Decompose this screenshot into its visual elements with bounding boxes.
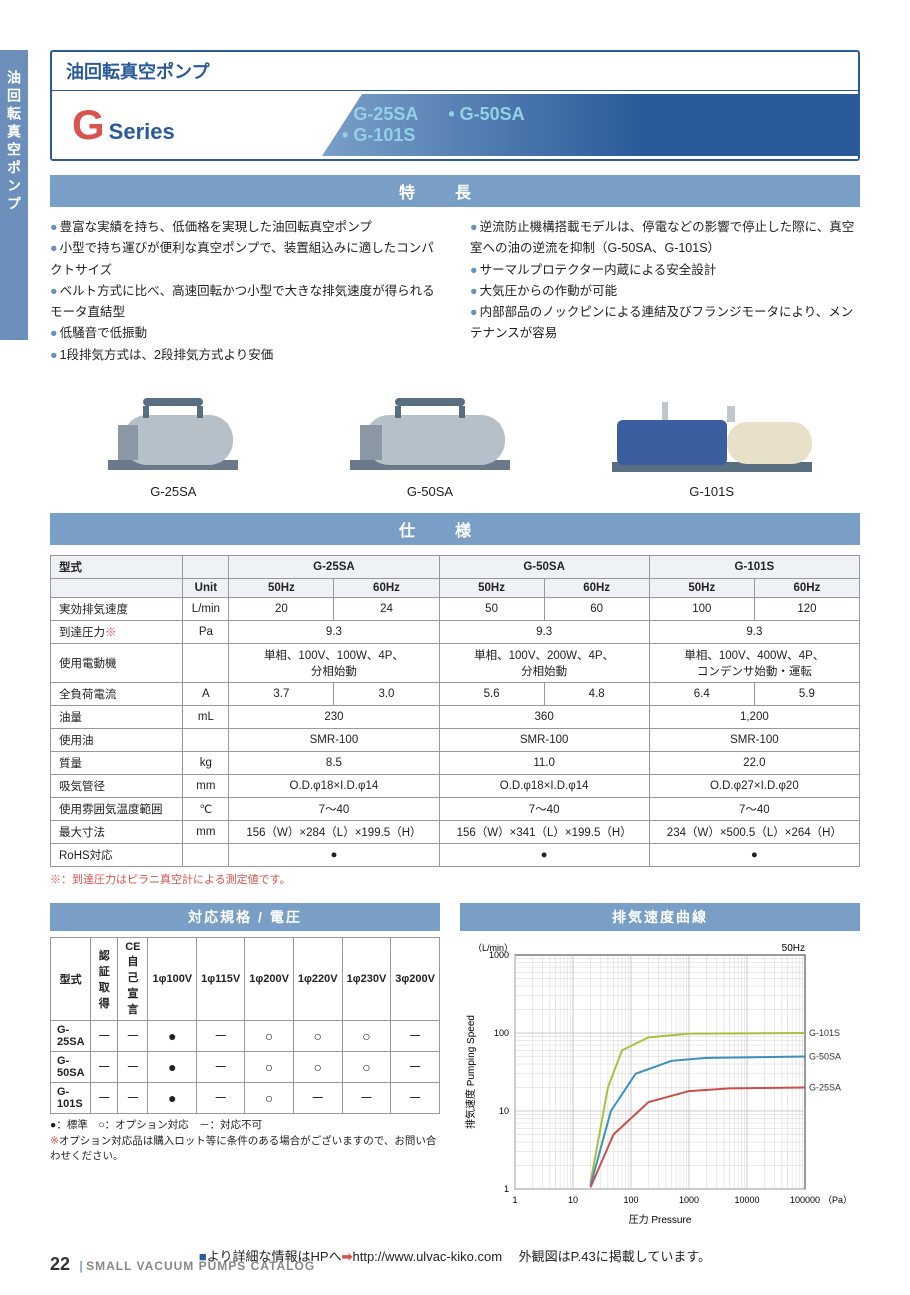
- svg-text:10: 10: [499, 1106, 509, 1116]
- pump-image-g50sa: [335, 380, 525, 480]
- spec-table: 型式G-25SAG-50SAG-101SUnit50Hz60Hz50Hz60Hz…: [50, 555, 860, 867]
- category-title: 油回転真空ポンプ: [52, 52, 858, 91]
- page-footer: 22 | SMALL VACUUM PUMPS CATALOG: [50, 1254, 315, 1275]
- pumping-speed-chart: 1101001000100001000001101001000G-101SG-5…: [460, 937, 860, 1227]
- spec-heading: 仕様: [50, 513, 860, 545]
- spec-footnote: ※：到達圧力はピラニ真空計による測定値です。: [50, 871, 860, 887]
- standards-heading: 対応規格 / 電圧: [50, 903, 440, 931]
- standards-table: 型式認証取得CE自己宣言1φ100V1φ115V1φ200V1φ220V1φ23…: [50, 937, 440, 1114]
- model-list-banner: G-25SAG-50SA G-101S: [322, 94, 858, 156]
- svg-text:10: 10: [568, 1195, 578, 1205]
- svg-text:10000: 10000: [734, 1195, 759, 1205]
- svg-text:圧力 Pressure: 圧力 Pressure: [629, 1213, 692, 1226]
- svg-text:50Hz: 50Hz: [782, 943, 805, 954]
- svg-text:1: 1: [512, 1195, 517, 1205]
- svg-text:100000: 100000: [790, 1195, 820, 1205]
- svg-text:排気速度 Pumping Speed: 排気速度 Pumping Speed: [464, 1015, 477, 1129]
- features-heading: 特長: [50, 175, 860, 207]
- chart-heading: 排気速度曲線: [460, 903, 860, 931]
- svg-text:（L/min）: （L/min）: [473, 943, 513, 953]
- svg-text:100: 100: [494, 1028, 509, 1038]
- pump-image-g25sa: [88, 380, 258, 480]
- side-tab: 油回転真空ポンプ: [0, 50, 28, 340]
- svg-text:1: 1: [504, 1184, 509, 1194]
- svg-text:（Pa）: （Pa）: [823, 1195, 852, 1205]
- svg-text:G-101S: G-101S: [809, 1028, 840, 1038]
- series-badge: GSeries: [52, 91, 322, 159]
- standards-legend: ●：標準 ○：オプション対応 －：対応不可 ※オプション対応品は購入ロット等に条…: [50, 1118, 440, 1165]
- header-box: 油回転真空ポンプ GSeries G-25SAG-50SA G-101S: [50, 50, 860, 161]
- pump-image-g101s: [602, 380, 822, 480]
- svg-text:100: 100: [623, 1195, 638, 1205]
- product-images-row: G-25SA G-50SA G-101S: [50, 380, 860, 499]
- svg-text:1000: 1000: [679, 1195, 699, 1205]
- svg-text:G-25SA: G-25SA: [809, 1082, 841, 1092]
- features-list: 豊富な実績を持ち、低価格を実現した油回転真空ポンプ小型で持ち運びが便利な真空ポン…: [50, 217, 860, 366]
- svg-text:G-50SA: G-50SA: [809, 1051, 841, 1061]
